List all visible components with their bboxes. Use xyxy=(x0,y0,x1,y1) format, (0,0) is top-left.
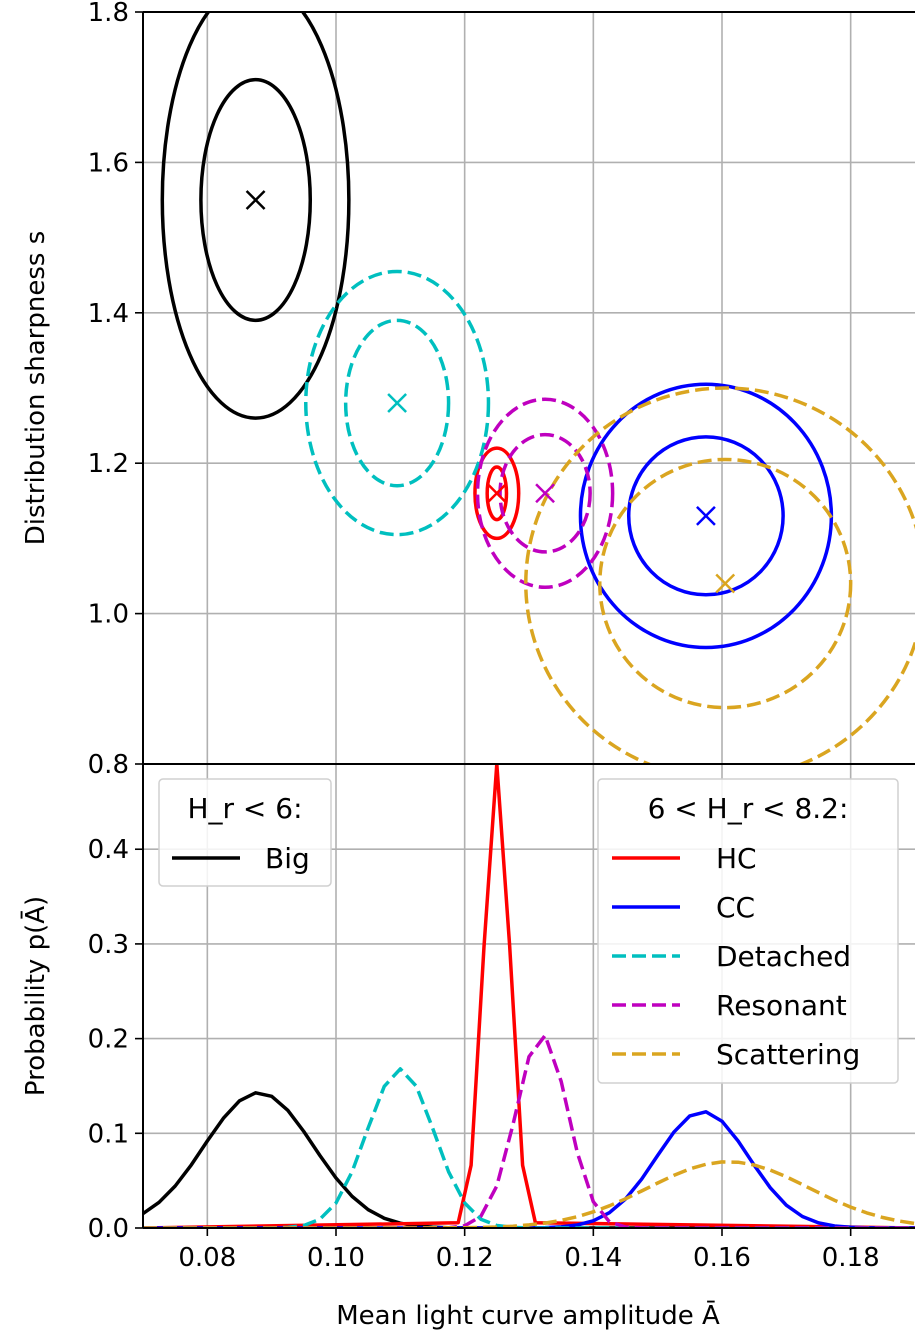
legend-label-resonant: Resonant xyxy=(716,989,847,1022)
y-tick-label-top: 0.8 xyxy=(88,750,129,780)
bottom-y-axis-label: Probability p(Ā) xyxy=(20,896,51,1096)
contour-detached xyxy=(343,318,451,488)
legend-label-detached: Detached xyxy=(716,940,851,973)
axes-frames xyxy=(142,11,915,1229)
y-tick-label-bottom: 0.1 xyxy=(88,1119,129,1149)
center-marker-resonant xyxy=(535,483,555,504)
top-y-axis-label: Distribution sharpness s xyxy=(21,231,51,545)
curve-resonant xyxy=(143,1033,915,1228)
center-marker-scattering xyxy=(715,573,736,594)
contour-resonant xyxy=(475,397,615,590)
contour-cc xyxy=(626,435,785,597)
curve-big xyxy=(143,1091,915,1228)
y-tick-label-bottom: 0.3 xyxy=(88,930,129,960)
axis-ticks: 0.08 0.10 0.12 0.14 0.16 0.18 0.8 1.0 1.2 1.4 1.6 1… xyxy=(88,0,880,1273)
legend-mid-title: 6 < H_r < 8.2: xyxy=(648,792,849,825)
center-marker-big xyxy=(245,190,266,210)
legend-label-scattering: Scattering xyxy=(716,1038,860,1071)
legend-big: H_r < 6: Big xyxy=(158,778,332,887)
contour-resonant xyxy=(498,432,592,554)
contour-hc xyxy=(473,446,521,541)
x-axis-label: Mean light curve amplitude Ā xyxy=(336,1300,720,1331)
curve-cc xyxy=(143,1110,915,1228)
contour-detached xyxy=(304,269,491,537)
x-tick-label: 0.10 xyxy=(307,1243,365,1273)
legend-big-title: H_r < 6: xyxy=(187,792,302,825)
y-tick-label-bottom: 0.0 xyxy=(88,1214,129,1244)
curve-hc xyxy=(143,764,915,1228)
y-tick-label-top: 1.0 xyxy=(88,600,129,630)
x-tick-label: 0.12 xyxy=(436,1243,494,1273)
legend-big-label: Big xyxy=(265,842,310,875)
center-marker-hc xyxy=(486,483,507,504)
contour-hc xyxy=(485,465,509,522)
center-marker-detached xyxy=(387,393,408,413)
top-panel-grid xyxy=(143,11,915,765)
contour-plot xyxy=(160,12,915,764)
x-tick-label: 0.16 xyxy=(693,1243,751,1273)
contour-big xyxy=(160,12,351,420)
center-marker-cc xyxy=(696,505,716,526)
legend-label-cc: CC xyxy=(716,891,755,924)
curve-scattering xyxy=(143,1160,915,1228)
contour-scattering xyxy=(524,386,915,764)
contour-big xyxy=(199,77,313,323)
contour-scattering xyxy=(598,457,853,710)
legend-mid-entries: HC CC Detached Resonant Scattering xyxy=(612,842,860,1071)
legend-label-hc: HC xyxy=(716,842,757,875)
center-markers xyxy=(245,190,736,594)
x-tick-label: 0.08 xyxy=(178,1243,236,1273)
y-tick-label-bottom: 0.4 xyxy=(88,835,129,865)
y-tick-label-bottom: 0.2 xyxy=(88,1025,129,1055)
legend-mid: 6 < H_r < 8.2: HC CC Detached Resonant Scatt… xyxy=(597,778,899,1084)
x-tick-label: 0.18 xyxy=(822,1243,880,1273)
x-tick-label: 0.14 xyxy=(564,1243,622,1273)
legend-mid-frame xyxy=(597,778,899,1084)
y-tick-label-top: 1.4 xyxy=(88,299,129,329)
y-tick-label-top: 1.8 xyxy=(88,0,129,28)
y-tick-label-top: 1.2 xyxy=(88,449,129,479)
y-tick-label-top: 1.6 xyxy=(88,148,129,178)
